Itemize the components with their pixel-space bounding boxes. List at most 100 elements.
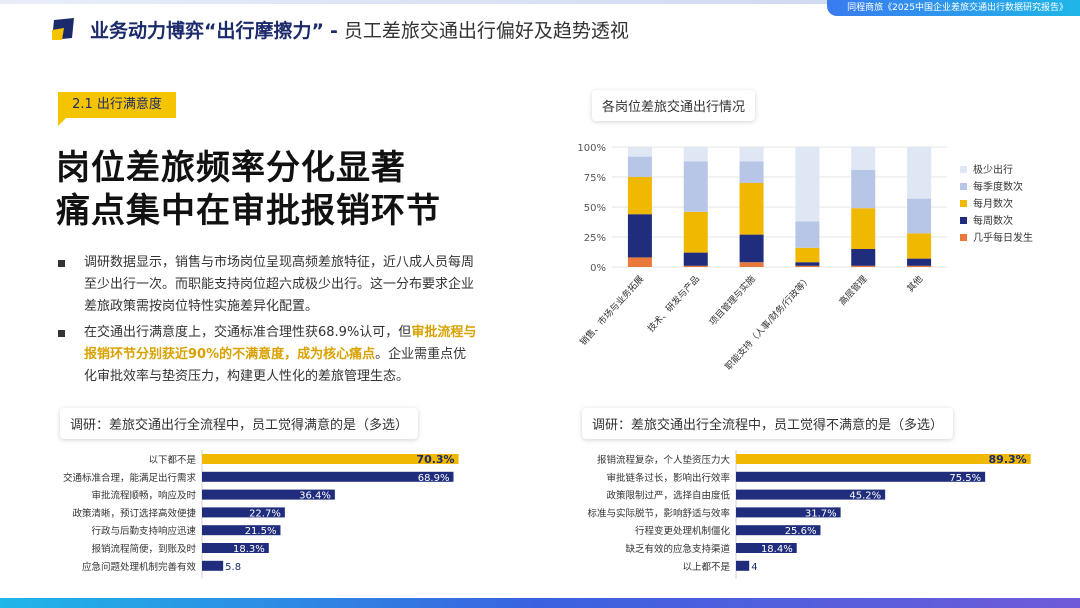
stacked-bar-segment [851, 169, 876, 209]
legend-swatch [960, 217, 967, 224]
stacked-bar-segment [907, 233, 932, 259]
category-label: 缺乏有效的应急支持渠道 [625, 543, 730, 555]
paragraph-2-text-a: 在交通出行满意度上，交通标准合理性获68.9%认可，但 [84, 325, 412, 340]
stacked-bar-segment [851, 265, 876, 267]
x-category-label: 技术、研发与产品 [645, 273, 702, 335]
legend-label: 每月数次 [973, 197, 1013, 210]
legend-label: 几乎每日发生 [973, 231, 1033, 244]
report-logo-icon [52, 18, 74, 40]
bar [736, 489, 886, 500]
category-label: 审批流程顺畅，响应及时 [91, 490, 196, 502]
bar-value-label: 18.4% [761, 544, 793, 555]
y-tick-label: 75% [584, 173, 606, 184]
stacked-chart-title: 各岗位差旅交通出行情况 [592, 90, 756, 121]
x-category-label: 项目管理与实施 [707, 273, 758, 328]
category-label: 标准与实际脱节，影响舒适与效率 [587, 507, 730, 519]
stacked-bar-segment [851, 249, 876, 266]
stacked-bar-segment [795, 262, 820, 266]
bar-value-label: 68.9% [418, 473, 450, 484]
paragraph-1: 调研数据显示，销售与市场岗位呈现高频差旅特征，近八成人员每周至少出行一次。而职能… [58, 252, 478, 318]
header-subtitle: 员工差旅交通出行偏好及趋势透视 [343, 20, 629, 42]
x-category-label: 其他 [904, 273, 925, 294]
bar [736, 560, 750, 571]
legend-swatch [960, 166, 967, 173]
stacked-bar-segment [907, 265, 932, 267]
x-category-label: 高层管理 [836, 273, 869, 308]
category-label: 政策清晰，预订选择高效便捷 [72, 507, 196, 519]
stacked-bar-segment [627, 257, 652, 267]
category-label: 以下都不是 [148, 455, 196, 466]
paragraph-2-text: 在交通出行满意度上，交通标准合理性获68.9%认可，但审批流程与报销环节分别获近… [84, 322, 478, 388]
bar [202, 454, 459, 464]
stacked-bar-chart: 0% 25% 50% 75% 100% 销售、市场与业务拓展 技术、研发与产品 项目管理与实施… [577, 143, 1033, 372]
satisfied-chart-title: 调研：差旅交通出行全流程中，员工觉得满意的是（多选） [60, 408, 419, 439]
stacked-bar-segment [683, 147, 708, 162]
bar-value-label: 89.3% [989, 453, 1027, 466]
stacked-bar-segment [851, 147, 876, 170]
y-tick-label: 100% [577, 143, 606, 154]
bar [202, 471, 454, 482]
legend-label: 极少出行 [973, 163, 1013, 176]
stacked-bar-segment [739, 234, 764, 263]
stacked-bar-segment [683, 252, 708, 266]
bar-value-label: 45.2% [849, 491, 881, 502]
header-title: 业务动力博弈“出行摩擦力” - 员工差旅交通出行偏好及趋势透视 [90, 16, 629, 43]
x-category-label: 职能支持（人事/财务/行政等） [722, 273, 813, 372]
legend-label: 每季度数次 [973, 180, 1023, 193]
top-decor-band [0, 0, 1080, 4]
y-tick-label: 0% [590, 263, 606, 274]
main-title-line-2: 痛点集中在审批报销环节 [56, 191, 441, 231]
bullet-icon [58, 260, 65, 267]
legend-swatch [960, 200, 967, 207]
header-separator: - [329, 20, 338, 42]
satisfied-bar-chart: 以下都不是 70.3% 交通标准合理，能满足出行需求 68.9% 审批流程顺畅，响应及时… [63, 450, 459, 579]
stacked-bar-segment [907, 147, 932, 199]
stacked-bar-segment [627, 177, 652, 215]
x-category-label: 销售、市场与业务拓展 [577, 273, 646, 348]
stacked-bar-segment [739, 147, 764, 162]
stacked-bar-segment [627, 156, 652, 177]
dissatisfied-bar-chart: 报销流程复杂，个人垫资压力大 89.3% 审批链条过长，影响出行效率 75.5% 政策限… [587, 450, 1031, 579]
category-label: 应急问题处理机制完善有效 [82, 561, 197, 573]
section-badge-tail [58, 118, 66, 126]
stacked-bar-segment [683, 211, 708, 253]
bottom-decor-band [0, 598, 1080, 608]
bar [202, 489, 335, 500]
category-label: 报销流程简便，到账及时 [91, 543, 196, 555]
bar [202, 560, 224, 571]
stacked-bar-segment [683, 161, 708, 212]
paragraph-2: 在交通出行满意度上，交通标准合理性获68.9%认可，但审批流程与报销环节分别获近… [58, 322, 478, 388]
stacked-bar-segment [739, 161, 764, 183]
bar [736, 454, 1031, 464]
bar-value-label: 25.6% [785, 526, 817, 537]
paragraph-1-text: 调研数据显示，销售与市场岗位呈现高频差旅特征，近八成人员每周至少出行一次。而职能… [84, 255, 475, 314]
source-label: 同程商旅《2025中国企业差旅交通出行数据研究报告》 [827, 0, 1080, 16]
legend-swatch [960, 234, 967, 241]
bar-value-label: 36.4% [299, 491, 331, 502]
bar [736, 525, 821, 536]
stacked-bar-segment [907, 198, 932, 234]
category-label: 行程变更处理机制僵化 [635, 525, 731, 537]
bar-value-label: 31.7% [805, 508, 837, 519]
bar-value-label: 22.7% [249, 508, 281, 519]
bar [202, 543, 269, 553]
paragraph-2-highlight: 审批流程与报销环节分别获近90%的不满意度，成为核心痛点 [84, 325, 477, 362]
category-label: 以上都不是 [682, 562, 730, 573]
bar [736, 507, 841, 518]
legend-swatch [960, 183, 967, 190]
y-tick-label: 50% [584, 203, 606, 214]
bar [202, 507, 285, 518]
category-label: 交通标准合理，能满足出行需求 [63, 472, 197, 484]
y-tick-label: 25% [584, 233, 606, 244]
paragraph-2-text-b: 。企业需重点优化审批效率与垫资压力，构建更人性化的差旅管理生态。 [84, 347, 467, 384]
stacked-bar-segment [683, 265, 708, 267]
bar-value-label: 4 [751, 562, 757, 573]
stacked-bar-segment [739, 183, 764, 235]
legend-label: 每周数次 [973, 214, 1013, 227]
bar-value-label: 5.8 [225, 562, 241, 573]
stacked-bar-segment [795, 247, 820, 263]
bar-value-label: 70.3% [416, 453, 454, 466]
bullet-icon [58, 330, 65, 337]
bar [202, 525, 281, 536]
bar [736, 543, 797, 553]
